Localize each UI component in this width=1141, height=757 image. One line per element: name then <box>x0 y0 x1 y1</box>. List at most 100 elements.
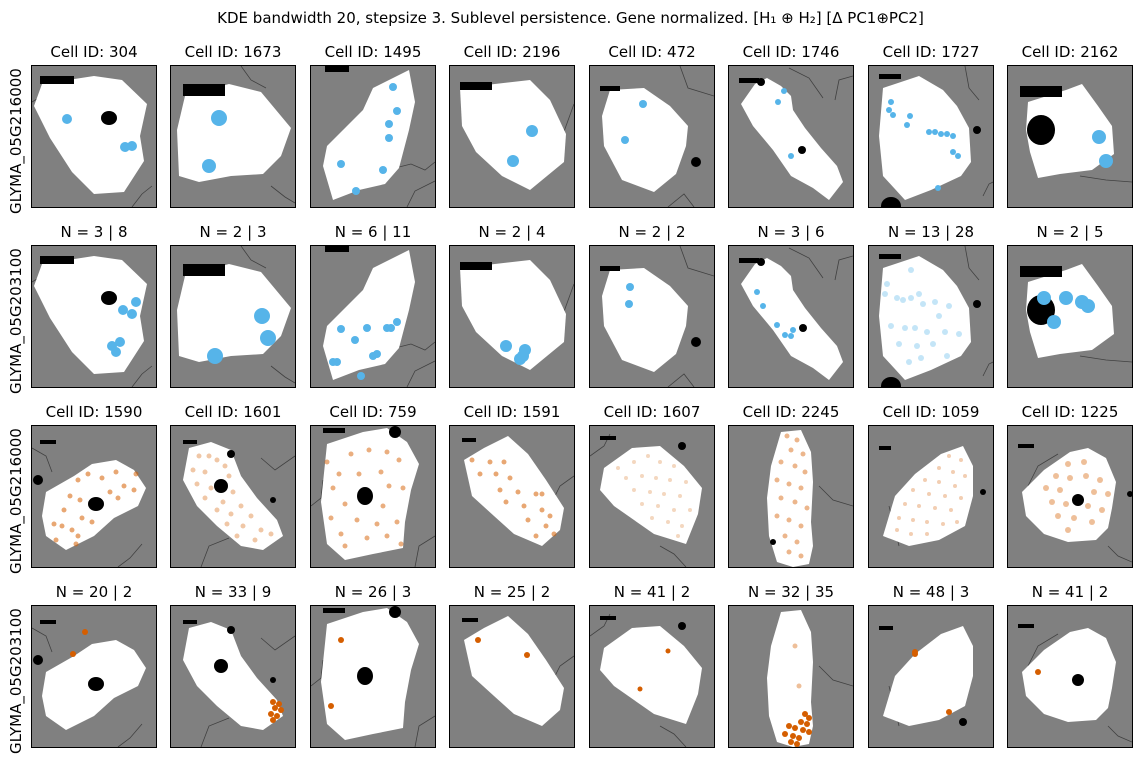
orange-point <box>328 515 334 521</box>
orange-point <box>324 459 330 465</box>
orange-point <box>1091 489 1097 495</box>
panel-title: N = 3 | 6 <box>757 223 825 241</box>
orange-point <box>354 517 360 523</box>
orange-point <box>400 485 406 491</box>
blue-point <box>944 353 950 359</box>
orange-point <box>533 533 539 539</box>
blue-point <box>62 114 72 124</box>
cell-panel <box>449 245 575 388</box>
blue-point <box>115 337 125 347</box>
blue-point <box>914 343 920 349</box>
orange-point <box>662 492 666 496</box>
panel-title: Cell ID: 1601 <box>184 403 282 421</box>
orange-point <box>51 521 57 527</box>
panel-title: Cell ID: 1590 <box>45 403 143 421</box>
nucleus <box>799 324 807 332</box>
blue-point <box>950 133 956 139</box>
blue-point <box>131 297 141 307</box>
nucleus <box>357 487 373 505</box>
panel-title: Cell ID: 304 <box>50 43 138 61</box>
blue-point <box>357 372 365 380</box>
blue-point <box>946 303 952 309</box>
cell-outline <box>1022 448 1116 542</box>
orange-point <box>228 511 234 517</box>
orange-point <box>82 629 88 635</box>
orange-point <box>394 519 400 525</box>
orange-point <box>800 727 806 733</box>
orange-point <box>959 496 963 500</box>
blue-point <box>337 160 345 168</box>
orange-point <box>503 499 509 505</box>
scale-bar <box>1018 444 1034 448</box>
nucleus <box>88 497 104 511</box>
cell-outline <box>602 88 688 192</box>
blue-point <box>956 331 962 337</box>
panel-title: Cell ID: 1495 <box>324 43 422 61</box>
blue-point <box>788 333 794 339</box>
cell-panel <box>868 245 994 388</box>
blue-point <box>902 325 908 331</box>
orange-point <box>342 543 348 549</box>
orange-point <box>270 717 276 723</box>
orange-point <box>107 489 113 495</box>
orange-point <box>53 537 59 543</box>
cell-outline <box>183 442 283 550</box>
orange-point <box>274 713 280 719</box>
orange-point <box>356 471 362 477</box>
orange-point <box>788 739 794 745</box>
orange-point <box>330 485 336 491</box>
cell-outline <box>879 76 971 200</box>
cell-panel <box>1007 65 1133 208</box>
panel-title: N = 6 | 11 <box>334 223 412 241</box>
cell-outline <box>1026 264 1114 358</box>
cell-panel <box>728 605 854 748</box>
orange-point <box>384 533 390 539</box>
blue-point <box>788 153 794 159</box>
orange-point <box>680 524 684 528</box>
orange-point <box>378 469 384 475</box>
blue-point <box>127 309 137 319</box>
cell-panel <box>449 605 575 748</box>
blue-point <box>918 355 924 361</box>
nucleus <box>389 426 401 438</box>
nucleus <box>389 606 401 618</box>
cell-panel <box>449 65 575 208</box>
blue-point <box>944 131 950 137</box>
cell-outline <box>1022 628 1116 722</box>
orange-point <box>1055 513 1061 519</box>
scale-bar <box>183 84 225 96</box>
panel-title: Cell ID: 1746 <box>742 43 840 61</box>
scale-bar <box>462 438 476 442</box>
orange-point <box>208 485 214 491</box>
orange-point <box>897 516 901 520</box>
blue-point <box>351 336 359 344</box>
orange-point <box>501 459 507 465</box>
blue-point <box>1037 291 1051 305</box>
orange-point <box>949 508 953 512</box>
orange-point <box>202 495 208 501</box>
blue-point <box>111 347 121 357</box>
orange-point <box>933 506 937 510</box>
orange-point <box>782 533 788 539</box>
orange-point <box>268 711 274 717</box>
panel-title: Cell ID: 472 <box>608 43 696 61</box>
panel-title: N = 41 | 2 <box>1031 583 1109 601</box>
nucleus <box>973 126 981 134</box>
orange-point <box>252 537 258 543</box>
row-label-gene: GLYMA_05G216000 <box>7 68 25 214</box>
panel-title: Cell ID: 2162 <box>1021 43 1119 61</box>
orange-point <box>515 489 521 495</box>
blue-point <box>507 155 519 167</box>
nucleus <box>214 659 228 673</box>
orange-point <box>953 484 957 488</box>
orange-point <box>802 469 808 475</box>
blue-point <box>387 324 395 332</box>
scale-bar <box>183 440 197 444</box>
orange-point <box>802 711 808 717</box>
orange-point <box>386 483 392 489</box>
blue-point <box>906 359 912 365</box>
orange-point <box>640 474 644 478</box>
nucleus <box>973 300 981 308</box>
orange-point <box>616 466 620 470</box>
cell-outline <box>600 446 702 544</box>
